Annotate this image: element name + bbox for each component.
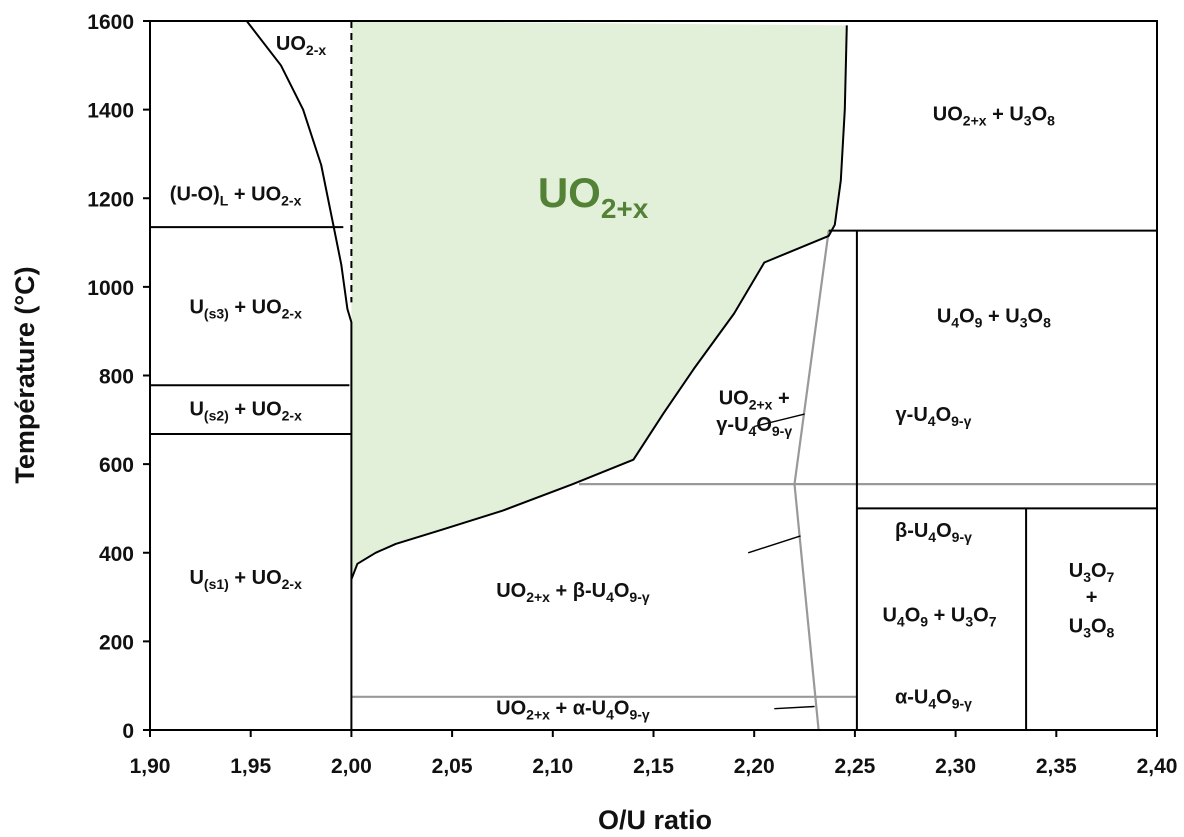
x-tick-label: 2,00 (331, 755, 372, 778)
region-label-gamma-u4o9: γ-U4O9-γ (896, 404, 972, 429)
secondary-boundaries-layer (351, 230, 1157, 731)
region-label-liquid: (U-O)L + UO2-x (170, 183, 302, 208)
region-label-uo2x-u3o8: UO2+x + U3O8 (933, 104, 1055, 129)
region-label-uo2-beta: UO2+x + β-U4O9-γ (496, 580, 650, 605)
region-label-uo2-gamma-2: γ-U4O9-γ (716, 414, 792, 439)
region-label-uo2-gamma-1: UO2+x + (719, 387, 790, 412)
x-tick-label: 1,90 (130, 755, 171, 778)
region-label-uo2-alpha: UO2+x + α-U4O9-γ (496, 697, 650, 722)
y-tick-label: 1400 (87, 100, 134, 123)
region-label-u4o9-u3o8: U4O9 + U3O8 (937, 305, 1051, 330)
region-label-us1: U(s1) + UO2-x (189, 567, 302, 592)
y-tick-label: 800 (99, 366, 134, 389)
region-labels-layer: UO2-x (U-O)L + UO2-x U(s3) + UO2-x U(s2) + … (170, 33, 1115, 723)
y-axis-title: Température (°C) (10, 266, 40, 483)
liquidus-curve-line (245, 20, 353, 730)
y-tick-label: 1000 (87, 277, 134, 300)
region-label-us2: U(s2) + UO2-x (189, 398, 302, 423)
pointer-gamma-line (754, 413, 805, 428)
x-tick-label: 1,95 (230, 755, 271, 778)
region-label-u4o9-u3o7: U4O9 + U3O7 (882, 604, 996, 629)
y-tick-label: 0 (122, 720, 134, 743)
region-label-uo2x-top: UO2-x (276, 33, 326, 58)
region-label-beta-u4o9: β-U4O9-γ (895, 520, 972, 545)
x-tick-label: 2,05 (432, 755, 473, 778)
y-tick-label: 600 (99, 454, 134, 477)
gray-slanted-lower-line (793, 483, 820, 731)
pointer-beta-line (747, 535, 801, 554)
region-label-u3o7: U3O7 (1069, 560, 1115, 585)
region-label-us3: U(s3) + UO2-x (189, 296, 302, 321)
highlight-region-layer (351, 21, 847, 580)
y-tick-label: 400 (99, 543, 134, 566)
x-axis-title: O/U ratio (598, 805, 712, 835)
x-tick-label: 2,10 (532, 755, 573, 778)
gray-slanted-upper-line (793, 230, 830, 485)
axis-ticks-layer: 1,90 1,95 2,00 2,05 2,10 2,15 2,20 2,25 2,30 2,35… (87, 11, 1177, 778)
x-tick-label: 2,30 (935, 755, 976, 778)
y-tick-label: 200 (99, 631, 134, 654)
region-label-plus: + (1086, 587, 1098, 609)
x-tick-label: 2,40 (1137, 755, 1178, 778)
x-tick-label: 2,15 (633, 755, 674, 778)
phase-boundaries-layer (150, 20, 1157, 730)
x-tick-label: 2,25 (834, 755, 875, 778)
x-tick-label: 2,20 (734, 755, 775, 778)
uo2x-solvus-line (350, 25, 848, 580)
x-tick-label: 2,35 (1036, 755, 1077, 778)
uo2x-single-phase-area (351, 21, 847, 580)
region-label-alpha-u4o9: α-U4O9-γ (895, 686, 972, 711)
highlight-region-label: UO2+x (538, 169, 649, 224)
pointer-alpha-line (774, 705, 815, 710)
region-label-u3o8: U3O8 (1069, 616, 1115, 641)
y-tick-label: 1600 (87, 11, 134, 34)
y-tick-label: 1200 (87, 188, 134, 211)
